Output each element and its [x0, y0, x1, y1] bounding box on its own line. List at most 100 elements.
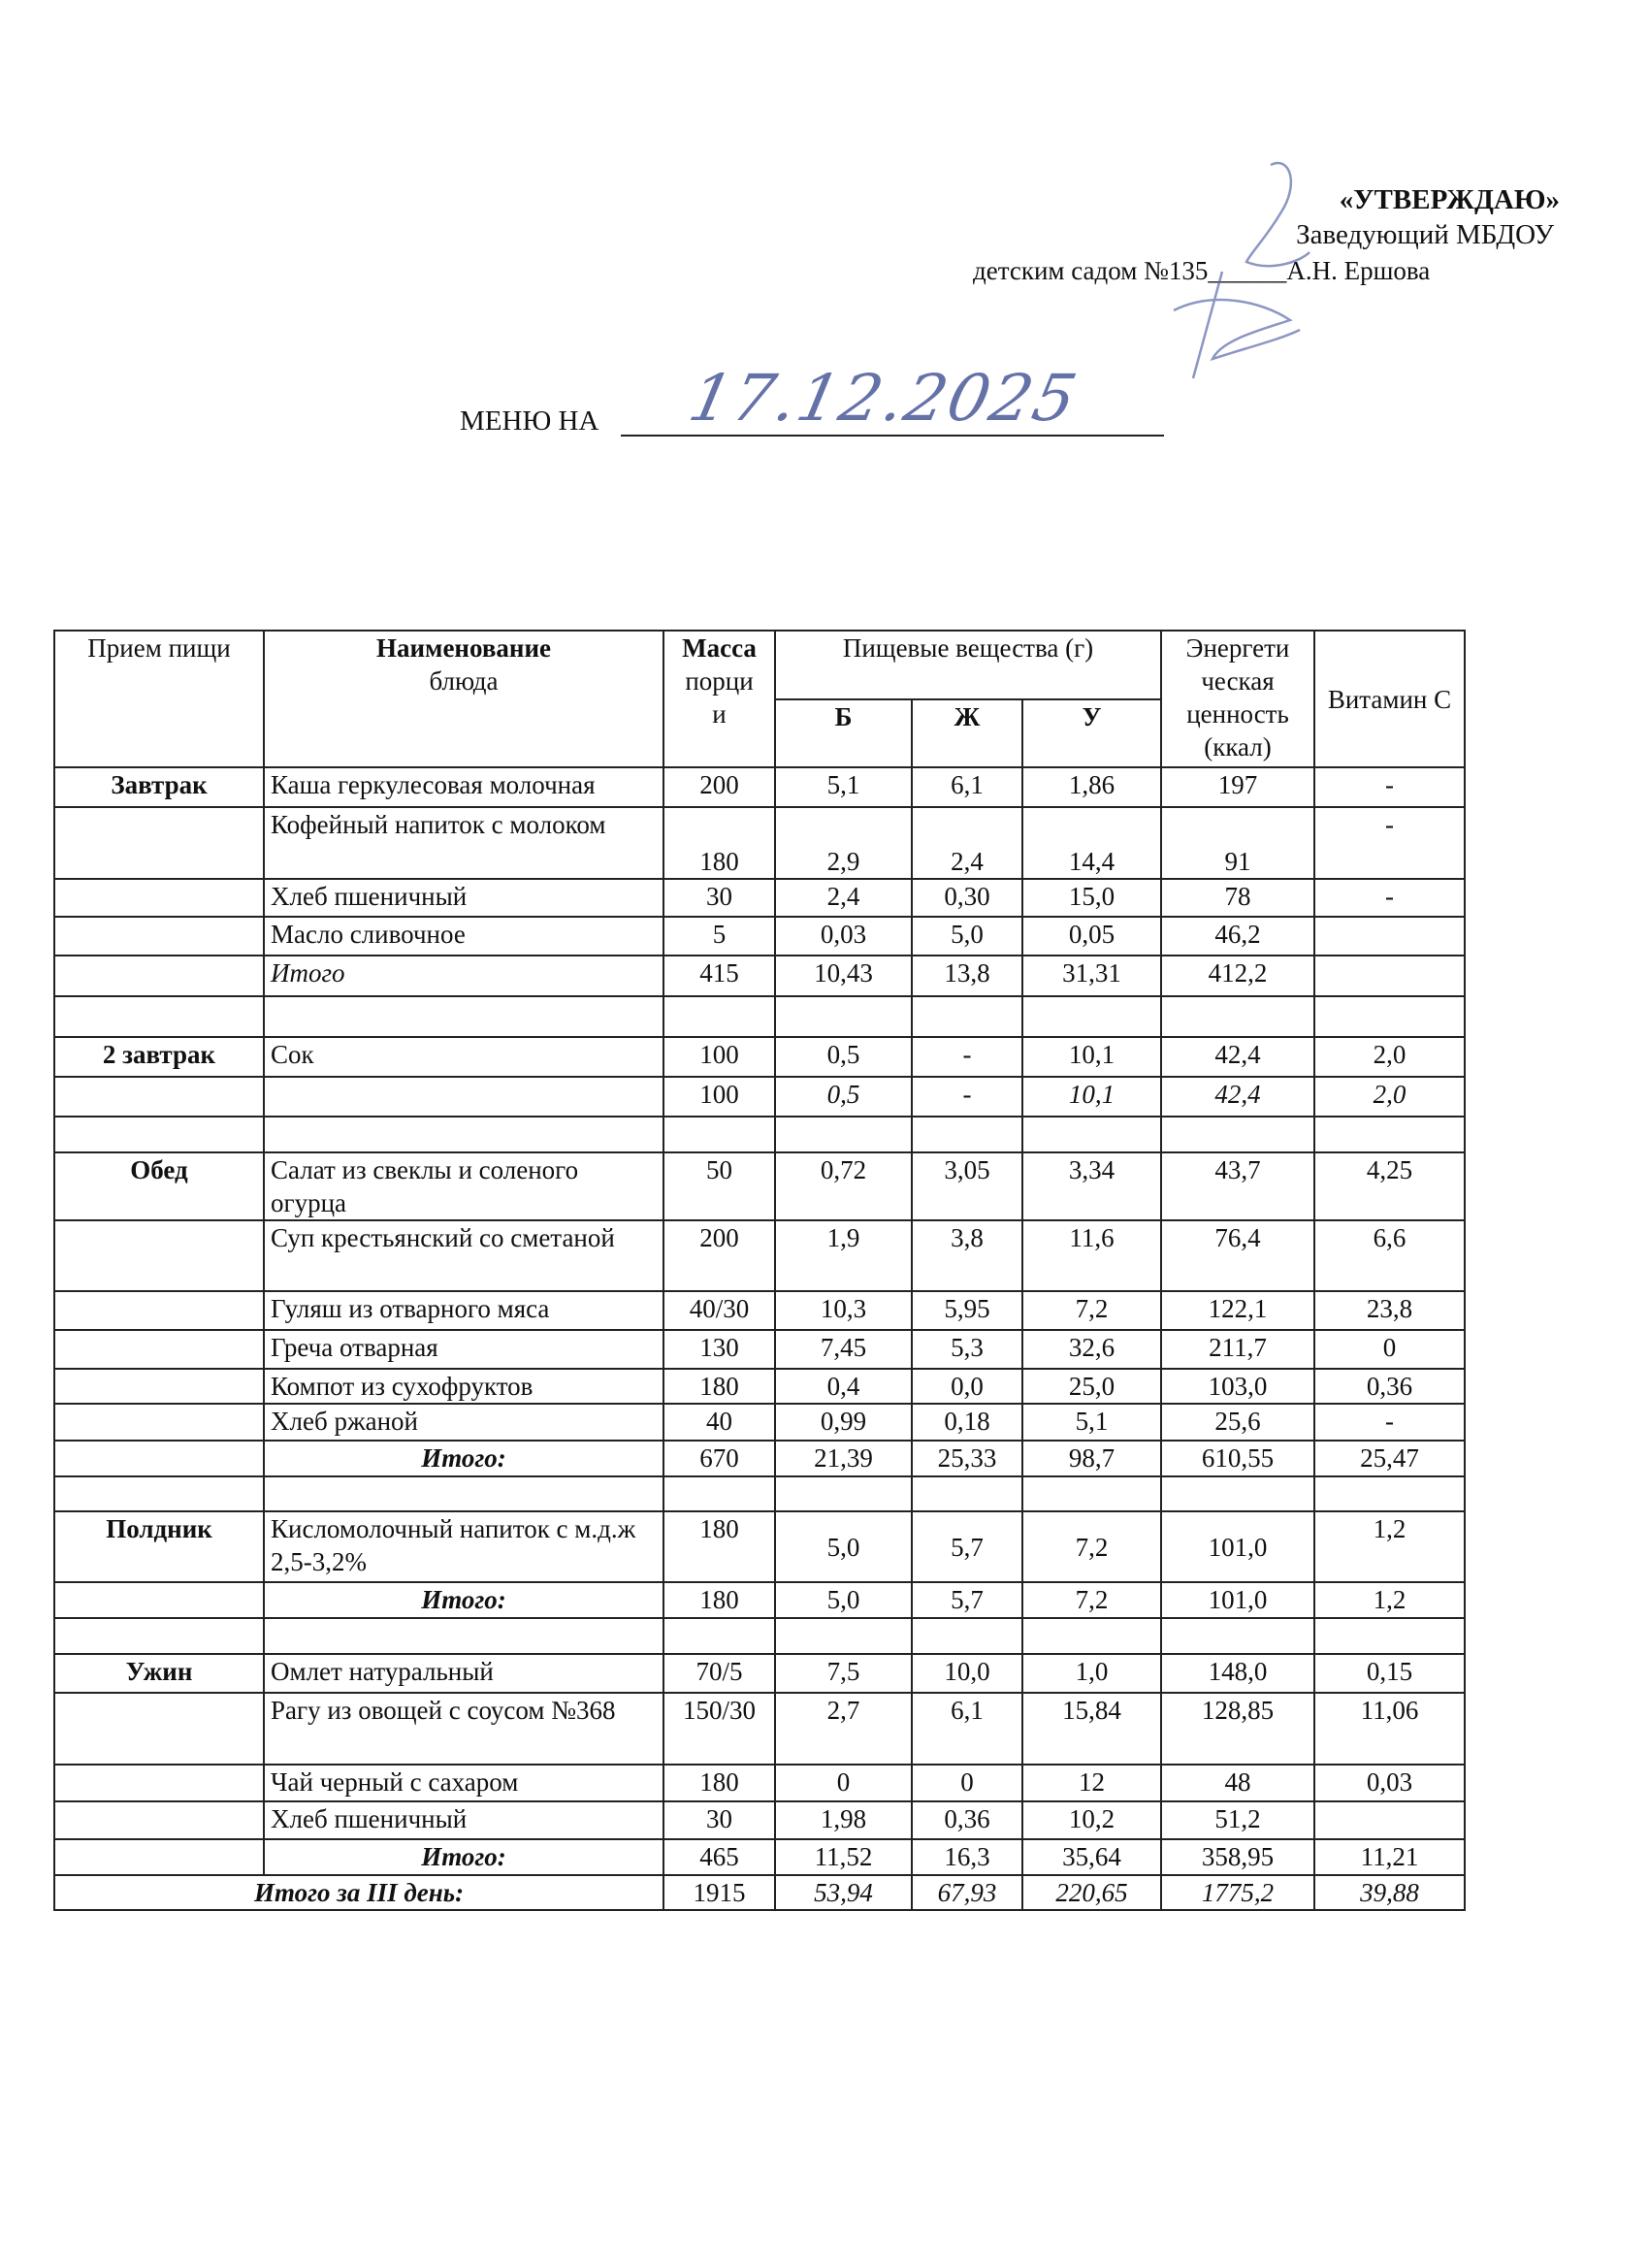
cell-dish: Итого: — [263, 1838, 664, 1876]
header-dish: Наименование блюда — [263, 630, 664, 768]
cell-fat: 5,3 — [911, 1329, 1023, 1370]
cell-meal — [53, 1617, 265, 1655]
table-row: Итого: 180 5,0 5,7 7,2 101,0 1,2 — [53, 1581, 1466, 1619]
cell-dish: Кисломолочный напиток с м.д.ж 2,5-3,2% — [263, 1510, 664, 1583]
cell-fat: 10,0 — [911, 1653, 1023, 1694]
cell-dish — [263, 1475, 664, 1512]
cell-meal — [53, 1219, 265, 1292]
cell-dish — [263, 1116, 664, 1153]
grand-total-energy: 1775,2 — [1160, 1874, 1315, 1911]
cell-mass: 415 — [663, 955, 776, 997]
cell-meal — [53, 1076, 265, 1118]
menu-label: МЕНЮ НА — [460, 405, 599, 437]
cell-mass: 5 — [663, 916, 776, 956]
cell-carbs: 31,31 — [1021, 955, 1162, 997]
header-protein: Б — [774, 698, 913, 768]
cell-energy: 610,55 — [1160, 1440, 1315, 1477]
cell-dish: Суп крестьянский со сметаной — [263, 1219, 664, 1292]
cell-meal — [53, 916, 265, 956]
cell-mass: 180 — [663, 1764, 776, 1802]
cell-protein: 0 — [774, 1764, 913, 1802]
cell-mass: 180 — [663, 806, 776, 880]
cell-protein: 1,98 — [774, 1800, 913, 1840]
cell-energy: 211,7 — [1160, 1329, 1315, 1370]
cell-vitamin: 11,06 — [1313, 1692, 1466, 1766]
cell-vitamin: 6,6 — [1313, 1219, 1466, 1292]
table-row: 100 0,5-10,1 42,4 2,0 — [53, 1076, 1466, 1118]
table-row: Греча отварная 130 7,45 5,3 32,6 211,7 0 — [53, 1329, 1466, 1370]
header-dish-sub: блюда — [429, 666, 499, 696]
cell-fat: 5,7 — [911, 1581, 1023, 1619]
cell-energy — [1160, 1617, 1315, 1655]
cell-dish: Масло сливочное — [263, 916, 664, 956]
cell-protein: 10,3 — [774, 1290, 913, 1331]
cell-dish: Салат из свеклы и соленого огурца — [263, 1151, 664, 1221]
grand-total-protein: 53,94 — [774, 1874, 913, 1911]
cell-energy: 103,0 — [1160, 1368, 1315, 1405]
handwritten-date: 17.12.2025 — [682, 361, 1085, 436]
cell-meal: Завтрак — [53, 766, 265, 808]
cell-carbs: 98,7 — [1021, 1440, 1162, 1477]
table-row: Хлеб ржаной 40 0,99 0,18 5,1 25,6- — [53, 1403, 1466, 1442]
table-row: Кофейный напиток с молоком 180 2,9 2,4 14,4 9… — [53, 806, 1466, 880]
cell-vitamin: 11,21 — [1313, 1838, 1466, 1876]
cell-protein: 2,7 — [774, 1692, 913, 1766]
cell-fat — [911, 995, 1023, 1038]
cell-carbs: 1,0 — [1021, 1653, 1162, 1694]
cell-protein: 0,5 — [774, 1036, 913, 1078]
header-vitamin: Витамин С — [1313, 630, 1466, 768]
cell-vitamin — [1313, 1116, 1466, 1153]
cell-mass: 50 — [663, 1151, 776, 1221]
cell-fat: 3,8 — [911, 1219, 1023, 1292]
cell-fat — [911, 1475, 1023, 1512]
cell-energy: 43,7 — [1160, 1151, 1315, 1221]
cell-carbs: 35,64 — [1021, 1838, 1162, 1876]
cell-vitamin: 0,36 — [1313, 1368, 1466, 1405]
cell-meal — [53, 1440, 265, 1477]
cell-meal: Полдник — [53, 1510, 265, 1583]
cell-meal — [53, 1764, 265, 1802]
cell-mass: 130 — [663, 1329, 776, 1370]
cell-mass: 180 — [663, 1581, 776, 1619]
cell-energy: 76,4 — [1160, 1219, 1315, 1292]
cell-dish — [263, 1076, 664, 1118]
cell-energy: 25,6 — [1160, 1403, 1315, 1442]
cell-energy: 122,1 — [1160, 1290, 1315, 1331]
cell-vitamin — [1313, 1800, 1466, 1840]
cell-dish — [263, 995, 664, 1038]
cell-vitamin: - — [1313, 766, 1466, 808]
grand-total-vitamin: 39,88 — [1313, 1874, 1466, 1911]
cell-energy: 91 — [1160, 806, 1315, 880]
cell-protein: 21,39 — [774, 1440, 913, 1477]
cell-protein: 1,9 — [774, 1219, 913, 1292]
table-row: Полдник Кисломолочный напиток с м.д.ж 2,5… — [53, 1510, 1466, 1583]
cell-carbs: 11,6 — [1021, 1219, 1162, 1292]
cell-fat: 16,3 — [911, 1838, 1023, 1876]
cell-meal — [53, 995, 265, 1038]
cell-dish: Итого: — [263, 1581, 664, 1619]
cell-energy: 358,95 — [1160, 1838, 1315, 1876]
cell-protein: 7,45 — [774, 1329, 913, 1370]
cell-carbs: 25,0 — [1021, 1368, 1162, 1405]
cell-energy: 46,2 — [1160, 916, 1315, 956]
cell-protein — [774, 1475, 913, 1512]
cell-protein: 0,03 — [774, 916, 913, 956]
table-row: Итого: 670 21,39 25,33 98,7 610,55 25,47 — [53, 1440, 1466, 1477]
cell-fat: 2,4 — [911, 806, 1023, 880]
cell-dish: Чай черный с сахаром — [263, 1764, 664, 1802]
header-mass: Масса порци и — [663, 630, 776, 768]
handwritten-signature — [1173, 161, 1310, 379]
header-nutrients: Пищевые вещества (г) — [774, 630, 1162, 700]
header-meal: Прием пищи — [53, 630, 265, 768]
cell-vitamin: 1,2 — [1313, 1581, 1466, 1619]
cell-protein: 0,5 — [774, 1076, 913, 1118]
cell-vitamin: 0 — [1313, 1329, 1466, 1370]
header-carbs: У — [1021, 698, 1162, 768]
cell-meal — [53, 1368, 265, 1405]
cell-vitamin: 4,25 — [1313, 1151, 1466, 1221]
cell-protein: 5,0 — [774, 1510, 913, 1583]
cell-meal — [53, 1475, 265, 1512]
cell-fat: 6,1 — [911, 766, 1023, 808]
grand-total-label: Итого за III день: — [53, 1874, 664, 1911]
cell-dish: Хлеб пшеничный — [263, 878, 664, 918]
